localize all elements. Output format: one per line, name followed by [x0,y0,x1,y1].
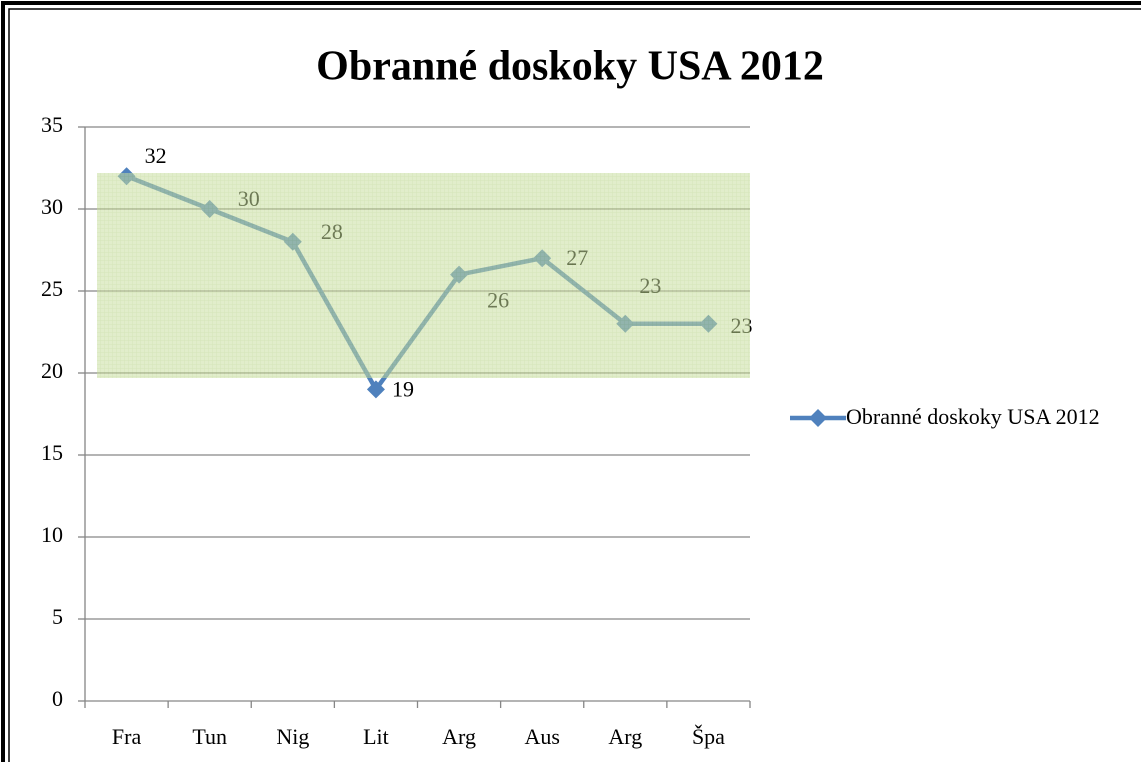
frame-inner [8,8,1141,762]
y-tick-label: 20 [41,358,63,383]
legend-label: Obranné doskoky USA 2012 [846,404,1100,429]
y-tick-label: 0 [52,686,63,711]
x-tick-label: Tun [192,724,227,749]
chart-title: Obranné doskoky USA 2012 [316,44,824,90]
x-tick-label: Lit [363,724,389,749]
y-tick-label: 15 [41,440,63,465]
x-tick-label: Fra [112,724,142,749]
legend-entry: Obranné doskoky USA 2012 [846,404,1100,429]
y-tick-label: 35 [41,112,63,137]
y-tick-label: 10 [41,522,63,547]
x-tick-label: Nig [276,724,309,749]
y-tick-label: 30 [41,194,63,219]
x-tick-label: Arg [442,724,476,749]
x-tick-label: Špa [692,724,725,749]
y-tick-label: 25 [41,276,63,301]
y-tick-label: 5 [52,604,63,629]
x-tick-label: Aus [524,724,559,749]
data-label: 32 [145,143,167,168]
data-label: 19 [392,376,414,401]
shaded-area [97,173,750,378]
x-tick-label: Arg [608,724,642,749]
legend-marker [809,409,827,427]
marker [366,380,385,399]
